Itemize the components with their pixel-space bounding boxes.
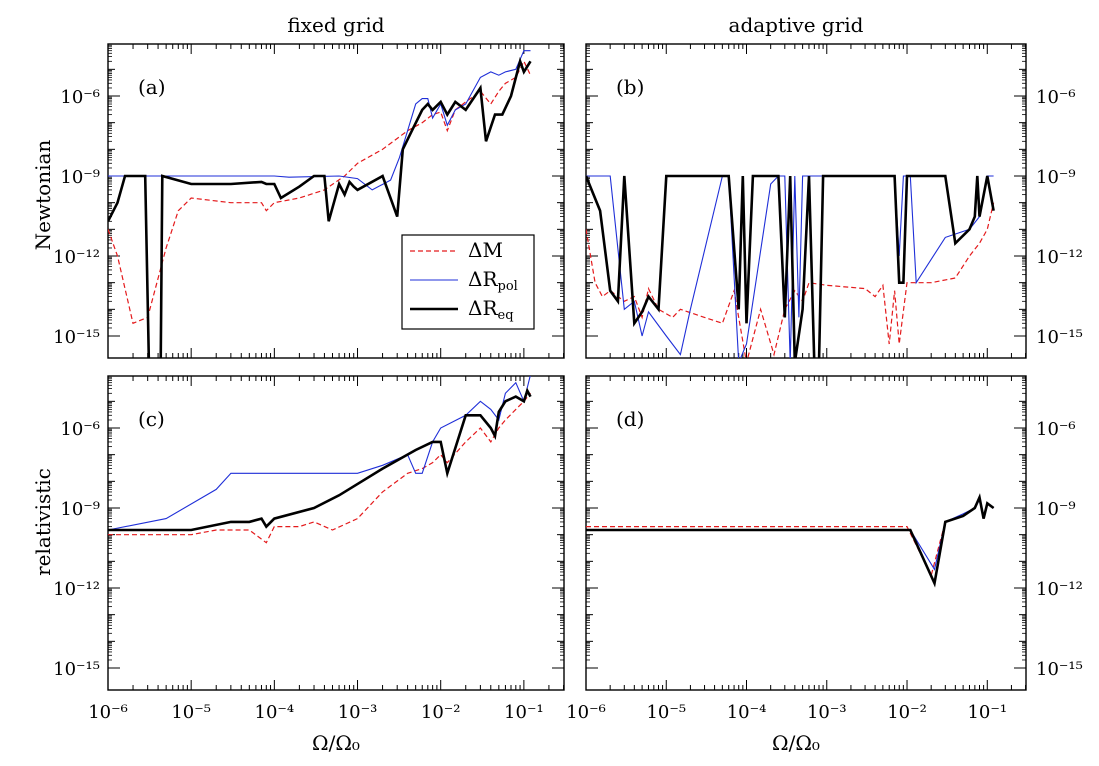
y-tick-label: 10⁻⁶	[60, 87, 100, 108]
y-tick-label: 10⁻¹²	[53, 579, 100, 600]
panel-label: (a)	[138, 75, 166, 99]
x-tick-label: 10⁻⁵	[646, 702, 686, 723]
x-tick-label: 10⁻⁵	[171, 702, 211, 723]
y-tick-label: 10⁻¹²	[1036, 247, 1083, 268]
panel-label: (c)	[138, 407, 165, 431]
panel-d: 10⁻⁶ 10⁻⁵ 10⁻⁴ 10⁻³ 10⁻² 10⁻¹ 10⁻⁶ 10⁻⁹ 10⁻¹² 10⁻…	[566, 375, 1083, 723]
panel-b: 10⁻⁶ 10⁻⁹ 10⁻¹² 10⁻¹⁵ (b)	[585, 43, 1083, 359]
x-tick-label: 10⁻⁶	[88, 702, 128, 723]
y-tick-label: 10⁻¹²	[1036, 579, 1083, 600]
y-tick-label: 10⁻⁹	[1036, 499, 1076, 520]
series-line-dReq	[586, 174, 995, 358]
x-tick-label: 10⁻¹	[504, 702, 544, 723]
legend-label-dM: ΔM	[468, 238, 503, 262]
column-title-adaptive-grid: adaptive grid	[729, 13, 864, 37]
series-line-dReq	[586, 493, 995, 588]
x-tick-label: 10⁻⁶	[566, 702, 606, 723]
series-line-dM	[108, 59, 532, 325]
x-tick-label: 10⁻⁴	[255, 702, 295, 723]
y-tick-label: 10⁻⁹	[60, 167, 100, 188]
row-title-relativistic: relativistic	[31, 468, 55, 576]
y-tick-label: 10⁻¹⁵	[1036, 659, 1083, 680]
x-tick-label: 10⁻⁴	[727, 702, 767, 723]
y-tick-label: 10⁻¹⁵	[1036, 327, 1083, 348]
y-tick-label: 10⁻⁹	[60, 499, 100, 520]
panel-c: 10⁻⁶ 10⁻⁵ 10⁻⁴ 10⁻³ 10⁻² 10⁻¹ 10⁻⁶ 10⁻⁹ 10⁻¹² 10⁻…	[53, 375, 565, 723]
x-tick-label: 10⁻²	[887, 702, 927, 723]
panel-label: (b)	[616, 75, 644, 99]
y-tick-label: 10⁻¹⁵	[53, 327, 100, 348]
legend-label-dReq: ΔReq	[468, 296, 514, 323]
y-tick-label: 10⁻⁶	[1036, 419, 1076, 440]
series-line-dRpol	[108, 50, 531, 191]
plot-frame	[585, 43, 1027, 359]
panel-label: (d)	[616, 407, 644, 431]
x-tick-label: 10⁻³	[807, 702, 847, 723]
x-tick-label: 10⁻²	[421, 702, 461, 723]
legend-box	[401, 234, 535, 330]
x-axis-label-left: Ω/Ω₀	[312, 731, 360, 755]
plot-frame	[585, 375, 1027, 691]
series-line-dRpol	[586, 498, 994, 571]
series-line-dReq	[108, 56, 532, 358]
y-tick-label: 10⁻¹²	[53, 247, 100, 268]
plot-frame	[107, 375, 565, 691]
x-tick-label: 10⁻¹	[967, 702, 1007, 723]
y-tick-label: 10⁻⁶	[1036, 87, 1076, 108]
column-title-fixed-grid: fixed grid	[287, 13, 384, 37]
series-line-dM	[586, 498, 994, 577]
x-tick-label: 10⁻³	[338, 702, 378, 723]
row-title-newtonian: Newtonian	[31, 140, 55, 251]
series-line-dM	[108, 392, 531, 544]
series-line-dRpol	[586, 175, 994, 358]
y-tick-label: 10⁻⁶	[60, 419, 100, 440]
series-line-dM	[586, 202, 995, 358]
y-tick-label: 10⁻¹⁵	[53, 659, 100, 680]
plot-frame	[107, 43, 565, 359]
x-axis-label-right: Ω/Ω₀	[772, 731, 820, 755]
legend-label-dRpol: ΔRpol	[468, 267, 518, 294]
y-tick-label: 10⁻⁹	[1036, 167, 1076, 188]
series-line-dReq	[108, 387, 532, 532]
